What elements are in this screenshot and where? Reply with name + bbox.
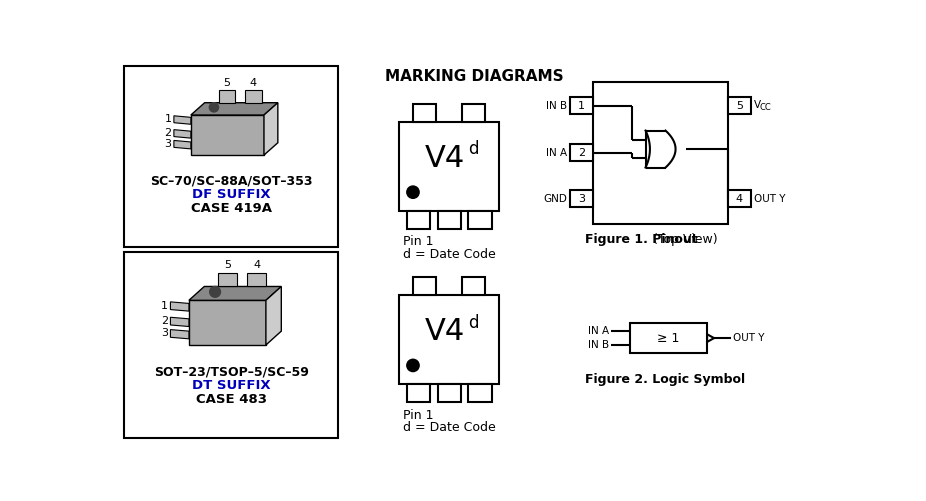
Text: 3: 3 <box>578 194 585 204</box>
Text: V4: V4 <box>425 144 466 173</box>
Text: DT SUFFIX: DT SUFFIX <box>192 379 270 392</box>
Polygon shape <box>266 287 282 345</box>
Polygon shape <box>191 103 278 115</box>
Text: ≥ 1: ≥ 1 <box>657 332 680 345</box>
Bar <box>469 384 492 402</box>
Bar <box>462 277 485 296</box>
Bar <box>399 122 499 210</box>
Text: d: d <box>469 140 479 158</box>
Text: CC: CC <box>759 103 771 112</box>
Text: IN A: IN A <box>588 326 609 336</box>
Bar <box>594 82 728 224</box>
Bar <box>124 252 338 438</box>
Text: OUT Y: OUT Y <box>754 194 785 204</box>
Text: 2: 2 <box>165 128 171 138</box>
Text: Figure 1. Pinout: Figure 1. Pinout <box>585 233 698 246</box>
Text: IN A: IN A <box>545 148 567 158</box>
Bar <box>570 144 594 161</box>
Polygon shape <box>174 130 191 138</box>
Text: d = Date Code: d = Date Code <box>403 421 495 434</box>
Text: d = Date Code: d = Date Code <box>403 247 495 261</box>
Text: 1: 1 <box>165 114 171 124</box>
Bar <box>630 324 707 353</box>
Polygon shape <box>191 115 264 155</box>
Text: CASE 419A: CASE 419A <box>191 202 271 215</box>
Text: MARKING DIAGRAMS: MARKING DIAGRAMS <box>385 69 564 84</box>
Text: (Top View): (Top View) <box>648 233 718 246</box>
Bar <box>462 104 485 122</box>
Text: Pin 1: Pin 1 <box>403 408 433 421</box>
Bar <box>438 384 461 402</box>
Polygon shape <box>170 330 189 339</box>
Circle shape <box>209 287 220 297</box>
Polygon shape <box>264 103 278 155</box>
Text: 4: 4 <box>736 194 743 204</box>
Text: 1: 1 <box>161 301 169 311</box>
Text: 3: 3 <box>161 329 169 339</box>
Text: CASE 483: CASE 483 <box>195 393 267 406</box>
Text: 1: 1 <box>578 101 585 111</box>
Bar <box>570 97 594 114</box>
Text: IN B: IN B <box>588 340 609 350</box>
Text: 4: 4 <box>250 78 257 88</box>
Bar <box>728 97 751 114</box>
Polygon shape <box>174 140 191 149</box>
Text: V4: V4 <box>425 318 466 346</box>
Bar <box>407 210 430 229</box>
Bar <box>124 66 338 247</box>
Polygon shape <box>707 334 714 342</box>
Circle shape <box>407 186 419 198</box>
Polygon shape <box>244 90 262 103</box>
Bar <box>728 190 751 207</box>
Text: d: d <box>469 314 479 332</box>
Text: 5: 5 <box>224 261 231 271</box>
Polygon shape <box>174 116 191 124</box>
Bar <box>399 296 499 384</box>
Polygon shape <box>219 273 237 287</box>
Polygon shape <box>189 300 266 345</box>
Text: Figure 2. Logic Symbol: Figure 2. Logic Symbol <box>585 373 745 386</box>
Circle shape <box>407 359 419 372</box>
Text: 5: 5 <box>736 101 743 111</box>
Bar <box>413 277 436 296</box>
Text: 2: 2 <box>578 148 585 158</box>
Bar <box>407 384 430 402</box>
Text: 2: 2 <box>161 316 169 326</box>
Bar <box>570 190 594 207</box>
Polygon shape <box>219 90 235 103</box>
Text: Pin 1: Pin 1 <box>403 235 433 248</box>
Bar <box>469 210 492 229</box>
Bar <box>413 104 436 122</box>
Text: OUT Y: OUT Y <box>732 333 764 343</box>
Polygon shape <box>247 273 266 287</box>
Text: SC–70/SC–88A/SOT–353: SC–70/SC–88A/SOT–353 <box>150 174 312 187</box>
Polygon shape <box>189 287 282 300</box>
Bar <box>438 210 461 229</box>
Text: IN B: IN B <box>545 101 567 111</box>
Circle shape <box>209 103 219 112</box>
Text: V: V <box>754 100 761 110</box>
Polygon shape <box>170 317 189 327</box>
Text: 3: 3 <box>165 139 171 149</box>
Polygon shape <box>170 302 189 311</box>
Text: DF SUFFIX: DF SUFFIX <box>192 188 270 201</box>
Text: 5: 5 <box>223 78 231 88</box>
Text: 4: 4 <box>253 261 260 271</box>
Text: SOT–23/TSOP–5/SC–59: SOT–23/TSOP–5/SC–59 <box>154 365 308 378</box>
Text: GND: GND <box>544 194 567 204</box>
